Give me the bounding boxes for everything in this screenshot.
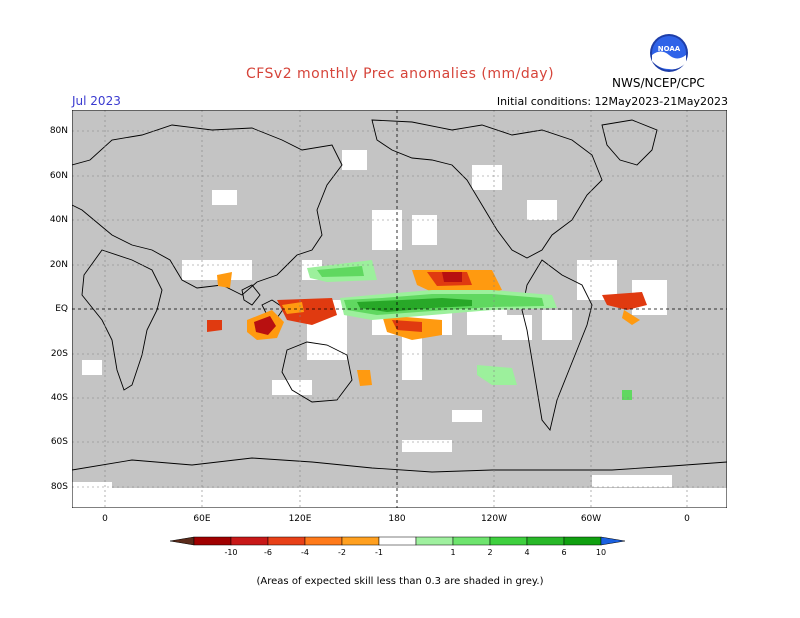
lon-label: 0 — [684, 514, 690, 524]
lon-label: 120E — [288, 514, 312, 524]
lat-label: 20S — [50, 349, 68, 359]
colorbar-label: -6 — [264, 548, 272, 557]
map-title: CFSv2 monthly Prec anomalies (mm/day) — [245, 66, 555, 82]
wet-weak-south-pacific — [477, 365, 517, 385]
wet-anomalies — [307, 260, 632, 400]
colorbar-cell — [526, 536, 565, 546]
colorbar-cell — [563, 536, 602, 546]
agency-label: NWS/NCEP/CPC — [612, 76, 705, 90]
dry-mid-madagascar — [207, 320, 222, 332]
dry-strong-indian-ocean — [254, 316, 276, 335]
colorbar-label: 6 — [561, 548, 567, 557]
wet-mid-west-pacific — [317, 266, 364, 277]
footnote: (Areas of expected skill less than 0.3 a… — [256, 576, 544, 587]
lon-label: 180 — [388, 514, 406, 524]
lon-label: 0 — [102, 514, 108, 524]
colorbar-arrow-high — [600, 536, 626, 546]
colorbar-cell — [415, 536, 454, 546]
colorbar-cell — [341, 536, 380, 546]
colorbar-cell — [452, 536, 491, 546]
reference-lines — [72, 110, 727, 508]
colorbar-cell — [378, 536, 417, 546]
dry-weak-maritime — [282, 302, 304, 314]
colorbar-label: 2 — [487, 548, 493, 557]
lat-label: 60N — [49, 171, 68, 181]
colorbar-cell — [193, 536, 232, 546]
colorbar-label: 10 — [595, 548, 607, 557]
forecast-month: Jul 2023 — [72, 94, 121, 108]
graticule — [72, 110, 727, 508]
colorbar-label: 1 — [450, 548, 456, 557]
colorbar-arrow-low — [170, 536, 195, 546]
precip-anomaly-map — [72, 110, 727, 508]
lon-label: 120W — [480, 514, 508, 524]
lat-label: 20N — [49, 260, 68, 270]
dry-weak-brazil — [622, 310, 640, 325]
lat-label: 40S — [50, 393, 68, 403]
dry-mid-atlantic — [602, 292, 647, 310]
colorbar-cell — [267, 536, 306, 546]
colorbar-cell — [304, 536, 343, 546]
colorbar-label: -10 — [224, 548, 238, 557]
lat-label: 40N — [49, 215, 68, 225]
initial-conditions: Initial conditions: 12May2023-21May2023 — [496, 95, 728, 108]
noaa-logo: NOAA — [650, 34, 688, 72]
lon-label: 60W — [580, 514, 602, 524]
colorbar-label: -1 — [375, 548, 383, 557]
colorbar-cell — [489, 536, 528, 546]
dry-weak-tasman — [357, 370, 372, 386]
wet-strong-itcz — [357, 298, 472, 312]
logo-text: NOAA — [658, 45, 681, 53]
colorbar-label: -4 — [301, 548, 309, 557]
dry-mid-central-pacific — [392, 320, 422, 332]
coastlines — [72, 119, 727, 473]
colorbar — [170, 536, 626, 546]
colorbar-label: -2 — [338, 548, 346, 557]
lat-label: 60S — [50, 437, 68, 447]
lat-label: 80N — [49, 126, 68, 136]
lat-label: EQ — [55, 304, 68, 314]
colorbar-cell — [230, 536, 269, 546]
lat-label: 80S — [50, 482, 68, 492]
lon-label: 60E — [193, 514, 211, 524]
wet-mid-south-america — [622, 390, 632, 400]
dry-weak-india — [217, 272, 232, 288]
dry-strong-north-pacific — [442, 272, 462, 282]
colorbar-label: 4 — [524, 548, 530, 557]
